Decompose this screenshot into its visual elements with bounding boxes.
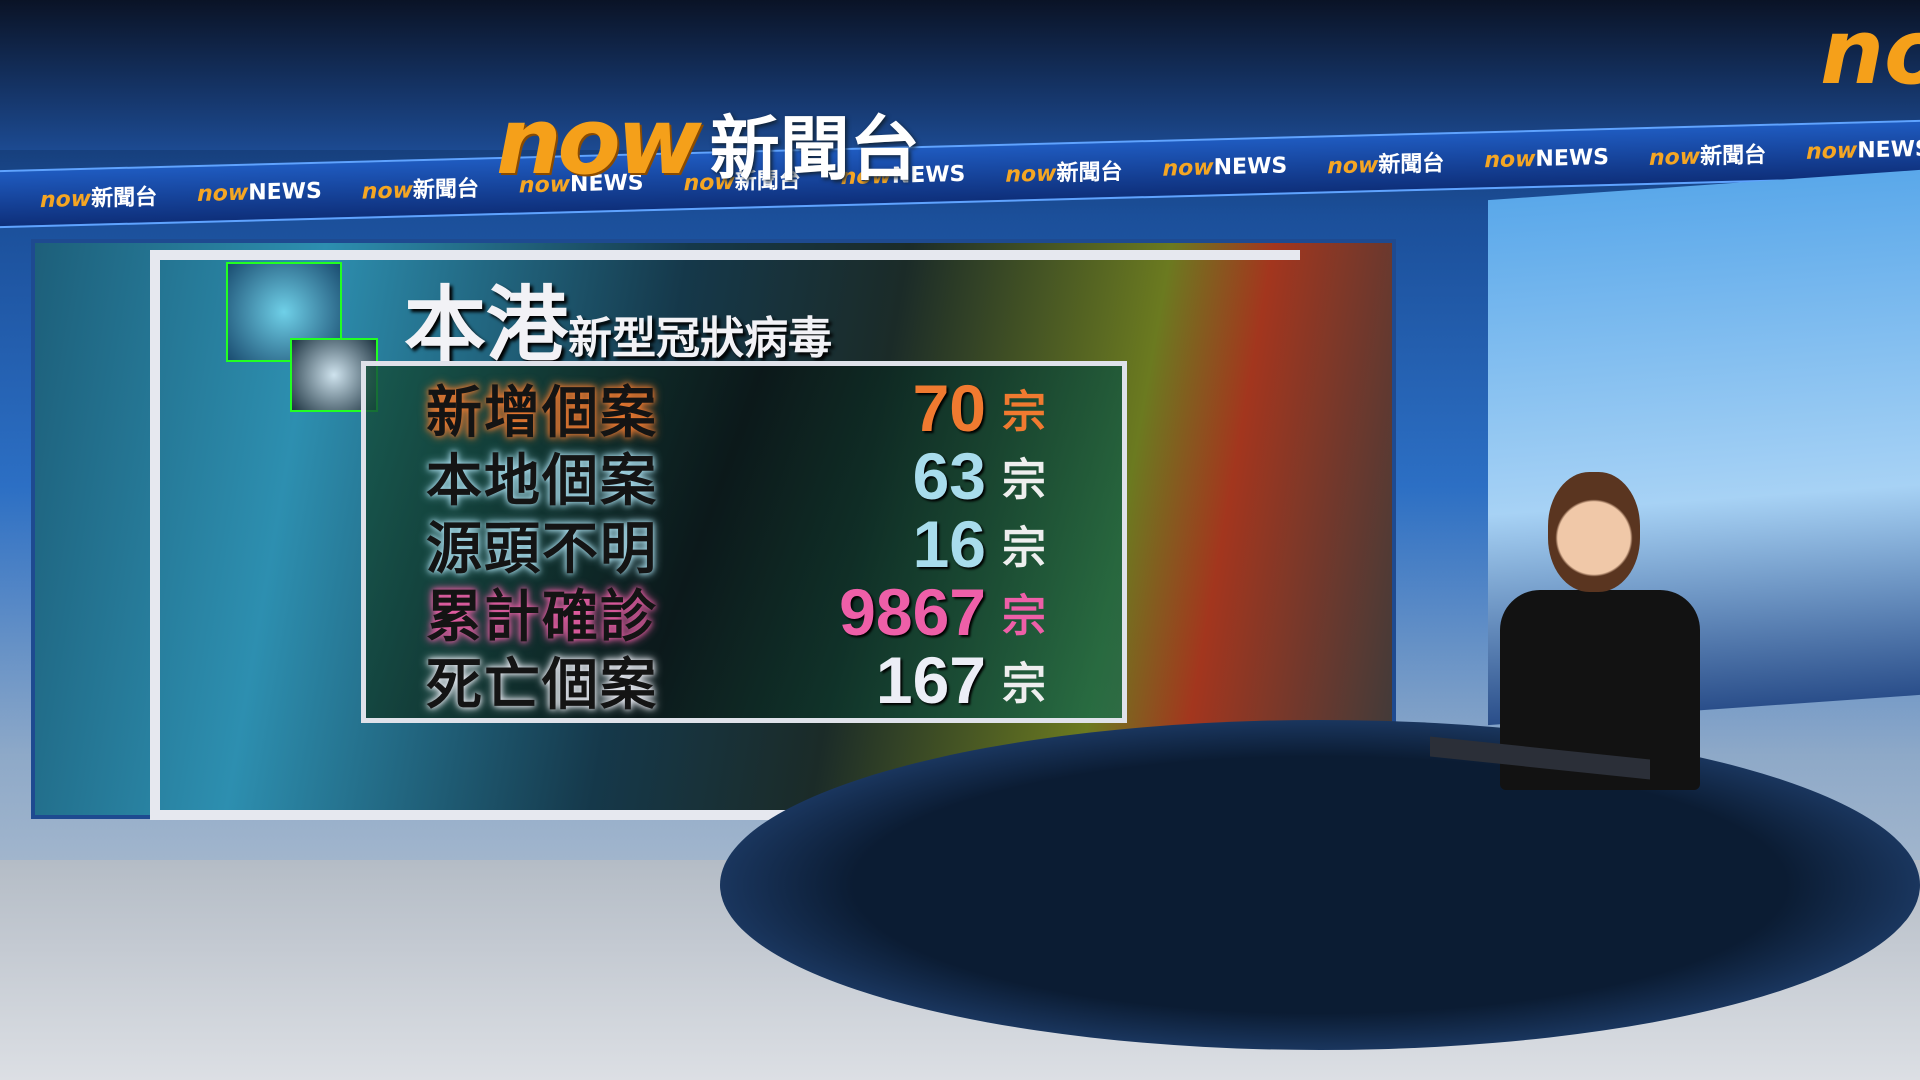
stat-unit: 宗 <box>1002 659 1046 710</box>
ticker-now: now <box>1327 153 1379 180</box>
ticker-text: NEWS <box>1535 144 1609 172</box>
ticker-now: now <box>197 180 249 207</box>
ticker-text: 新聞台 <box>1700 142 1767 170</box>
stat-label: 新增個案 <box>426 380 658 446</box>
ticker-now: now <box>1806 138 1858 165</box>
ticker-item: nowNEWS <box>1806 136 1920 164</box>
graphic-title: 本港新型冠狀病毒 <box>404 258 832 377</box>
stat-row: 源頭不明 16 宗 <box>426 507 1066 582</box>
stat-value: 167 <box>875 643 986 717</box>
stat-row: 本地個案 63 宗 <box>426 439 1066 514</box>
stats-box: 新增個案 70 宗本地個案 63 宗源頭不明 16 宗累計確診 9867 宗死亡個案 167 宗 <box>361 361 1127 723</box>
ticker-item: nowNEWS <box>1163 153 1288 181</box>
stat-row: 累計確診 9867 宗 <box>426 575 1066 650</box>
stat-unit: 宗 <box>1002 523 1046 574</box>
stat-unit: 宗 <box>1002 455 1046 506</box>
stat-value: 9867 <box>839 575 986 649</box>
stat-row: 死亡個案 167 宗 <box>426 643 1066 718</box>
now-news-logo: now 新聞台 <box>496 88 920 195</box>
stat-label: 死亡個案 <box>426 652 658 718</box>
stat-value: 16 <box>912 507 986 581</box>
ticker-item: nowNEWS <box>197 178 322 206</box>
anchor-desk <box>720 720 1920 1050</box>
ticker-now: now <box>1648 144 1701 171</box>
ticker-text: 新聞台 <box>412 176 479 204</box>
news-anchor-head <box>1548 472 1640 592</box>
title-sub: 新型冠狀病毒 <box>568 313 833 364</box>
chevron-frame <box>150 250 1300 820</box>
ticker-now: now <box>1162 154 1214 182</box>
ticker-text: 新聞台 <box>1378 151 1445 179</box>
ticker-now: now <box>1005 161 1057 188</box>
ticker-text: NEWS <box>1857 136 1920 164</box>
title-main: 本港 <box>404 278 569 373</box>
stat-value: 70 <box>912 371 986 445</box>
stat-unit: 宗 <box>1002 387 1046 438</box>
stat-label: 本地個案 <box>426 448 658 514</box>
ticker-item: nowNEWS <box>1484 145 1609 173</box>
ticker-item: now新聞台 <box>1649 137 1766 172</box>
logo-now: now <box>496 88 702 195</box>
ticker-now: now <box>40 186 92 214</box>
studio-ceiling <box>0 0 1920 150</box>
ticker-item: now新聞台 <box>40 179 157 214</box>
ticker-text: NEWS <box>1213 152 1288 180</box>
ticker-item: now新聞台 <box>362 171 479 206</box>
stat-unit: 宗 <box>1002 591 1046 642</box>
ticker-now: now <box>361 178 413 205</box>
corner-logo: now <box>1820 0 1920 105</box>
stat-row: 新增個案 70 宗 <box>426 371 1066 446</box>
stat-value: 63 <box>912 439 986 513</box>
ticker-text: 新聞台 <box>91 185 158 212</box>
ticker-item: now新聞台 <box>1327 145 1444 180</box>
stat-label: 累計確診 <box>426 584 658 650</box>
ticker-now: now <box>1484 146 1536 173</box>
stat-label: 源頭不明 <box>426 516 658 582</box>
logo-chinese: 新聞台 <box>709 108 920 190</box>
ticker-item: now新聞台 <box>1005 154 1122 189</box>
ticker-text: 新聞台 <box>1056 159 1123 187</box>
ticker-text: NEWS <box>248 178 322 206</box>
